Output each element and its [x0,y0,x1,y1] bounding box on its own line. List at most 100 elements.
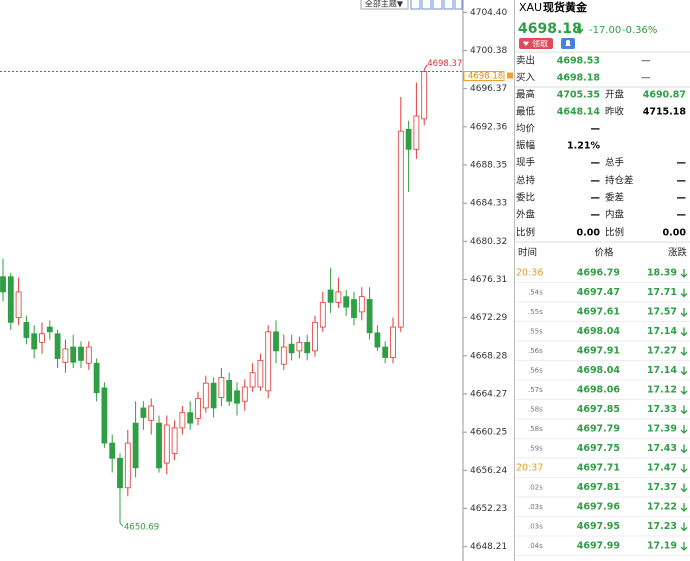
quote-label: 最高 [516,89,535,101]
tick-price: 4697.71 [577,463,620,474]
quote-value: 0.00 [663,228,687,239]
low-label: 4650.69 [124,523,159,533]
high-label: 4698.37 [427,59,462,69]
tool-button[interactable] [432,0,443,10]
y-tick-label: 4692.36 [470,122,507,132]
tick-price: 4698.04 [577,326,621,337]
y-tick-label: 4680.32 [470,237,507,247]
quote-value: — [591,176,601,187]
tick-change: 17.22 [647,502,677,513]
quote-value: — [591,124,601,135]
down-arrow [680,288,688,298]
candle-body [249,372,256,388]
candle-body [124,442,131,489]
y-tick-label: 4696.37 [470,84,507,94]
high-marker [423,64,428,70]
tool-button[interactable] [443,0,454,10]
candle-body [93,362,100,394]
tick-price: 4698.06 [577,385,621,396]
quote-value: 4698.53 [557,56,600,67]
quote-label: 总手 [605,157,625,169]
candle-body [397,130,404,328]
tick-time: .02s [528,484,543,492]
tick-change: 17.33 [647,404,677,415]
down-arrow [680,386,688,395]
quote-label: 总持 [516,175,536,187]
down-arrow [680,308,688,317]
ticks-header: 涨跌 [668,247,688,259]
tick-change: 17.14 [647,365,677,376]
tick-change: 17.23 [647,521,677,532]
down-arrow [680,522,688,532]
quote-label: 买入 [516,73,536,84]
tick-time: .59s [528,445,543,453]
quote-value: — [677,210,687,221]
candle-body [288,343,295,354]
tool-button[interactable] [410,0,421,10]
symbol-name: 现货黄金 [543,0,588,14]
tick-change: 17.71 [647,287,677,298]
candle-body [265,331,272,392]
tick-time: .58s [528,425,543,433]
theme-label: 全部主题▼ [365,0,404,9]
bell-icon [565,40,571,46]
quote-value: — [641,56,651,67]
tick-price: 4696.79 [577,268,620,279]
y-tick-label: 4672.29 [470,313,507,323]
tick-change: 17.12 [647,385,677,396]
tick-time: .04s [528,542,543,550]
candle-body [312,321,318,352]
quote-value: 4715.18 [643,107,687,118]
tick-price: 4697.85 [577,404,620,415]
y-tick-label: 4652.23 [470,504,507,514]
tick-price: 4697.96 [577,502,621,513]
tick-time: .58s [528,406,543,414]
tool-button[interactable] [454,0,463,10]
candle-body [31,333,38,350]
tick-time: .56s [528,367,543,375]
candle-body [319,301,326,328]
candle-body [195,398,201,419]
candle-body [296,341,303,352]
candle-body [390,326,396,358]
low-marker [119,522,124,527]
candle-body [39,333,45,343]
tick-price: 4698.04 [577,365,621,376]
down-arrow [680,327,688,337]
candle-body [335,291,342,303]
quote-label: 委差 [605,192,624,204]
candle-body [179,412,186,429]
quote-label: 均价 [516,123,536,135]
quote-value: 4705.35 [557,90,600,101]
candle-body [15,291,22,318]
y-tick-label: 4684.33 [470,199,507,209]
theme-dropdown[interactable] [360,0,409,10]
quote-value: — [677,193,687,204]
tick-time: 20:37 [516,463,543,474]
candle-body [210,382,217,409]
quote-value: 4648.14 [557,107,601,118]
quote-label: 振幅 [516,140,536,152]
candle-body [62,348,69,363]
symbol: XAU [519,1,542,14]
claim-label: 领取 [532,39,548,49]
tick-change: 17.47 [647,463,677,474]
tick-time: .57s [528,386,543,394]
quote-value: 0.00 [577,228,601,239]
candle-body [226,379,233,402]
candle-body [202,382,209,409]
candle-body [156,422,162,469]
claim-button[interactable] [519,38,553,49]
quote-label: 最低 [516,106,536,118]
down-arrow [680,405,688,415]
candle-body [343,296,350,308]
tool-button[interactable] [421,0,432,10]
tick-time: .54s [528,289,543,297]
quote-label: 比例 [605,227,624,239]
quote-value: — [591,158,601,169]
down-arrow [680,444,688,454]
quote-value: — [677,176,687,187]
quote-label: 委比 [516,192,535,204]
candle-body [163,424,170,464]
down-arrow [680,269,688,278]
